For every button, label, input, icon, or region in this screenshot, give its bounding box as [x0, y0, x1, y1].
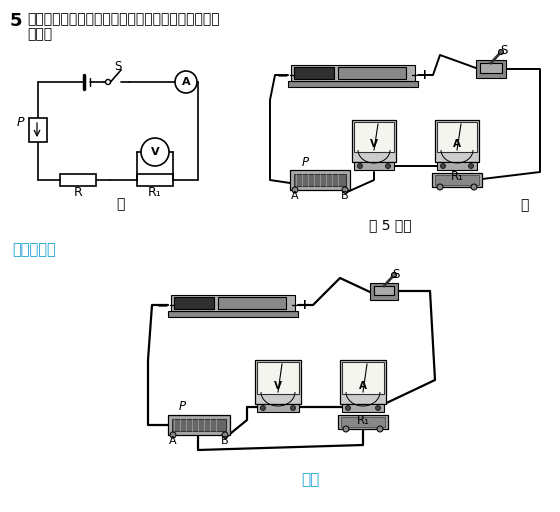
- Text: P: P: [179, 400, 185, 414]
- Circle shape: [260, 406, 265, 411]
- Circle shape: [175, 71, 197, 93]
- Text: 乙: 乙: [520, 198, 528, 212]
- Bar: [476, 60, 506, 78]
- Bar: [290, 170, 350, 190]
- Text: −: −: [276, 68, 288, 82]
- Bar: [174, 297, 214, 309]
- Circle shape: [469, 163, 474, 168]
- Bar: [29, 118, 47, 142]
- Text: R₁: R₁: [450, 169, 464, 182]
- Text: V: V: [151, 147, 159, 157]
- Text: A: A: [181, 77, 190, 87]
- Bar: [437, 122, 477, 152]
- Bar: [255, 360, 301, 404]
- Bar: [137, 174, 173, 186]
- Text: 根据图甲，用笔画线代替导线，将图乙实物电路连接: 根据图甲，用笔画线代替导线，将图乙实物电路连接: [27, 12, 220, 26]
- Circle shape: [170, 432, 176, 438]
- Bar: [437, 162, 477, 170]
- Text: 甲: 甲: [116, 197, 124, 211]
- Text: 答图: 答图: [301, 473, 319, 487]
- Bar: [354, 162, 394, 170]
- Circle shape: [343, 426, 349, 432]
- Circle shape: [291, 406, 296, 411]
- Circle shape: [346, 406, 351, 411]
- Bar: [338, 67, 406, 79]
- Bar: [370, 283, 398, 300]
- Bar: [435, 175, 479, 185]
- Text: V: V: [370, 139, 378, 149]
- Text: A: A: [359, 381, 367, 391]
- Bar: [171, 295, 295, 311]
- Text: +: +: [298, 298, 310, 312]
- Circle shape: [437, 184, 443, 190]
- Text: 完整．: 完整．: [27, 27, 52, 41]
- Circle shape: [498, 50, 503, 54]
- Bar: [354, 122, 394, 152]
- Circle shape: [441, 163, 446, 168]
- Text: A: A: [453, 139, 461, 149]
- Circle shape: [141, 138, 169, 166]
- Text: V: V: [274, 381, 282, 391]
- Text: S: S: [114, 60, 122, 74]
- Bar: [257, 362, 299, 394]
- Circle shape: [391, 272, 396, 278]
- Bar: [291, 65, 415, 81]
- Text: S: S: [500, 44, 508, 56]
- Text: R₁: R₁: [357, 414, 370, 426]
- Circle shape: [342, 187, 348, 193]
- Bar: [168, 415, 230, 435]
- Bar: [172, 419, 226, 431]
- Text: +: +: [418, 68, 430, 82]
- Bar: [168, 311, 298, 317]
- Circle shape: [222, 432, 228, 438]
- Text: R: R: [73, 186, 82, 200]
- Bar: [294, 174, 346, 186]
- Circle shape: [377, 426, 383, 432]
- Text: −: −: [156, 298, 168, 312]
- Circle shape: [471, 184, 477, 190]
- Bar: [288, 81, 418, 87]
- Bar: [342, 404, 384, 412]
- Text: B: B: [221, 436, 229, 446]
- Text: P: P: [16, 116, 24, 129]
- Circle shape: [292, 187, 298, 193]
- Bar: [432, 173, 482, 187]
- Bar: [342, 362, 384, 394]
- Bar: [374, 286, 394, 295]
- Text: A: A: [291, 191, 299, 201]
- Circle shape: [105, 79, 110, 84]
- Bar: [257, 404, 299, 412]
- Circle shape: [385, 163, 390, 168]
- Text: P: P: [301, 156, 309, 168]
- Bar: [340, 360, 386, 404]
- Bar: [352, 120, 396, 162]
- Bar: [218, 297, 286, 309]
- Circle shape: [376, 406, 380, 411]
- Bar: [294, 67, 334, 79]
- Text: 5: 5: [10, 12, 22, 30]
- Text: A: A: [169, 436, 177, 446]
- Bar: [60, 174, 96, 186]
- Bar: [341, 417, 385, 427]
- Text: S: S: [393, 267, 400, 281]
- Text: B: B: [341, 191, 349, 201]
- Bar: [480, 63, 502, 73]
- Text: R₁: R₁: [148, 186, 162, 200]
- Circle shape: [357, 163, 362, 168]
- Text: 第 5 题图: 第 5 题图: [368, 218, 411, 232]
- Bar: [338, 415, 388, 429]
- Bar: [435, 120, 479, 162]
- Text: 如答图所示: 如答图所示: [12, 243, 56, 258]
